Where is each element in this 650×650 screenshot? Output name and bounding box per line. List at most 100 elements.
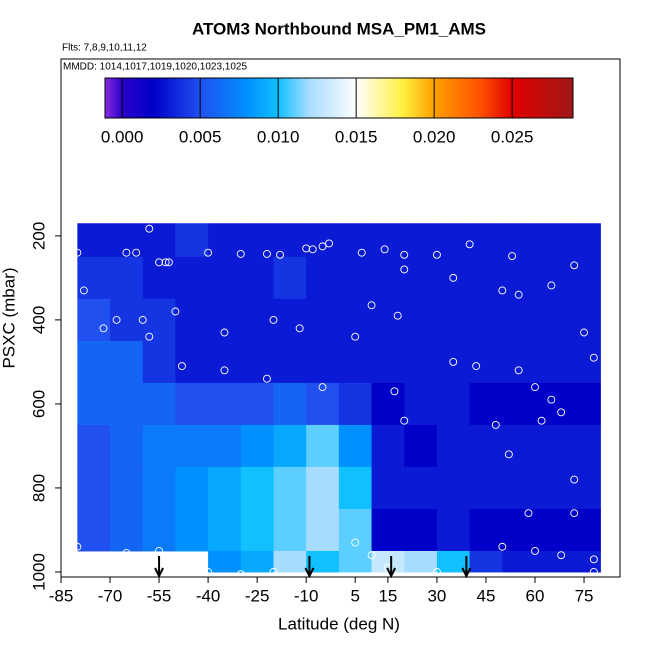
colorbar [104, 77, 574, 119]
heat-cell [77, 223, 111, 258]
heat-cell [404, 424, 438, 468]
heat-cell [371, 382, 405, 426]
heat-cell [306, 550, 340, 573]
heat-cell [110, 466, 144, 510]
heat-cell [371, 466, 405, 510]
heat-cell [567, 298, 601, 342]
x-tick-label: 75 [575, 586, 594, 605]
heat-cell [110, 508, 144, 552]
heat-cell [436, 466, 471, 510]
heat-cell [371, 256, 405, 300]
heat-cell [338, 424, 373, 468]
sample-point [171, 563, 180, 572]
y-tick-label: 800 [29, 474, 48, 502]
heat-cell [404, 382, 438, 426]
heat-cell [142, 382, 176, 426]
heat-cell [535, 382, 569, 426]
heat-cell [273, 550, 307, 573]
subtitle: Flts: 7,8,9,10,11,12 [62, 43, 147, 54]
arrow [461, 556, 472, 579]
sample-point [400, 416, 409, 425]
x-tick-label: -40 [196, 586, 221, 605]
sample-point [318, 383, 327, 392]
note: MMDD: 1014,1017,1019,1020,1023,1025 [63, 62, 247, 73]
x-tick-label: -85 [49, 586, 74, 605]
heat-cell [175, 466, 209, 510]
y-tick-label: 600 [29, 390, 48, 418]
sample-point [112, 315, 121, 324]
heat-cell [436, 550, 471, 573]
heat-cell [535, 223, 569, 258]
sample-point [220, 366, 229, 375]
sample-point [269, 315, 278, 324]
heat-cell [338, 256, 373, 300]
heat-cell [371, 508, 405, 552]
heat-cell [338, 466, 373, 510]
y-axis-label: PSXC (mbar) [0, 267, 18, 368]
colorbar-tick-label: 0.015 [335, 127, 378, 146]
heat-cell [436, 508, 471, 552]
sample-point [295, 324, 304, 333]
heat-cell [469, 223, 503, 258]
sample-point [524, 509, 533, 518]
sample-point [138, 315, 147, 324]
colorbar-tick-label: 0.020 [413, 127, 456, 146]
heat-cell [338, 298, 373, 342]
sample-point [178, 362, 186, 371]
heat-cell [208, 424, 242, 468]
heat-cell [469, 466, 503, 510]
heat-cell [469, 340, 503, 384]
heat-cell [371, 424, 405, 468]
y-tick-label: 200 [29, 222, 48, 250]
heat-cell [567, 466, 601, 510]
heat-cell [306, 466, 340, 510]
sample-point [302, 244, 311, 253]
heat-cell [306, 508, 340, 552]
heat-cell [535, 550, 569, 573]
sample-point [570, 261, 579, 270]
heat-cell [502, 508, 536, 552]
sample-point [491, 420, 500, 429]
x-tick-label: -25 [245, 586, 270, 605]
sample-point [73, 248, 82, 257]
sample-point [171, 307, 180, 316]
heat-cell [273, 256, 307, 300]
heat-cell [404, 298, 438, 342]
heat-cell [208, 298, 242, 342]
heat-cell [306, 424, 340, 468]
heat-cell [404, 256, 438, 300]
y-tick-label: 1000 [29, 553, 48, 591]
heat-cell [436, 256, 471, 300]
sample-point [236, 249, 245, 258]
sample-point [472, 362, 481, 371]
heat-cell [502, 466, 536, 510]
heat-cell [371, 298, 405, 342]
sample-point [269, 568, 278, 576]
heat-cell [240, 424, 274, 468]
sample-point [580, 328, 588, 337]
sample-point [589, 555, 598, 564]
heat-cell [371, 223, 405, 258]
heat-cell [142, 298, 176, 342]
sample-point [547, 395, 556, 404]
heat-cell [502, 298, 536, 342]
sample-point [220, 328, 229, 337]
x-tick-label: -55 [147, 586, 172, 605]
x-axis-label: Latitude (deg N) [278, 614, 400, 633]
heat-cell [240, 256, 274, 300]
sample-point [357, 248, 366, 257]
heat-cell [110, 256, 144, 300]
heat-cell [436, 424, 471, 468]
heat-cell [404, 340, 438, 384]
heat-cell [567, 340, 601, 384]
heat-cell [240, 340, 274, 384]
heat-cell [110, 382, 144, 426]
heat-cell [142, 466, 176, 510]
sample-point [351, 538, 360, 547]
heat-cell [110, 223, 144, 258]
heat-cell [469, 298, 503, 342]
heat-cell [208, 382, 242, 426]
sample-point [449, 273, 458, 282]
sample-point [514, 290, 523, 299]
heat-cell [273, 508, 307, 552]
